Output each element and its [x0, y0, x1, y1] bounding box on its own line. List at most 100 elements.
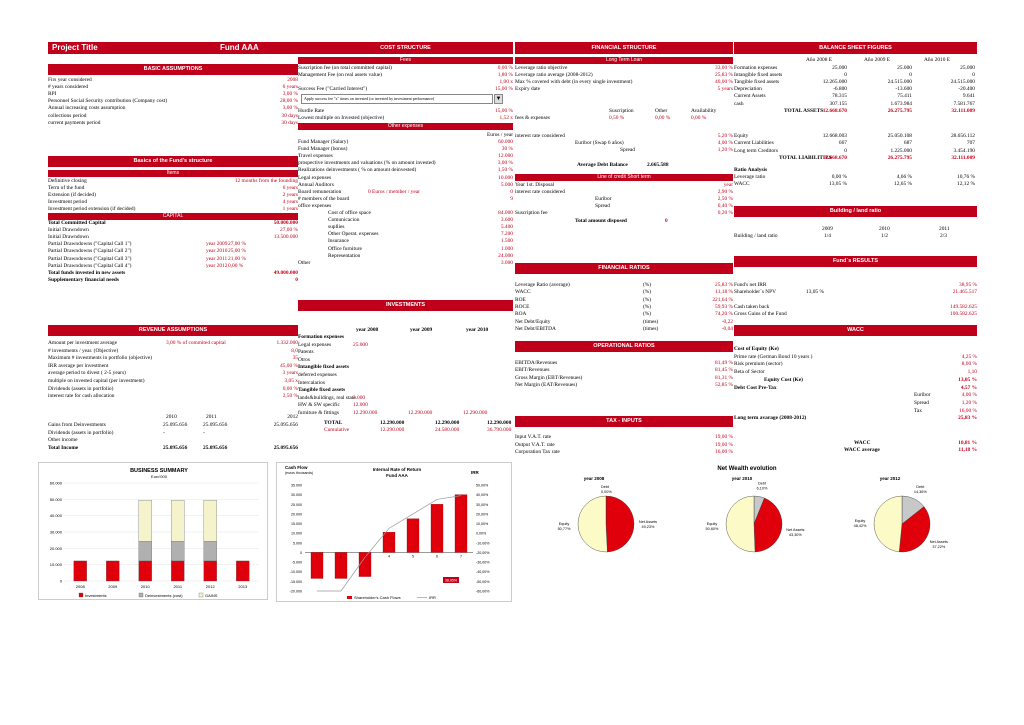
cell[interactable]: 27,00 % [280, 227, 298, 234]
cell: Long term avarage (2008-2012) [734, 415, 807, 422]
table-row: # members of the board 9 [298, 196, 513, 203]
cell[interactable]: 25,00 % [228, 248, 246, 255]
cell[interactable]: 30 days [281, 112, 298, 119]
legend-label: GAINS [205, 593, 218, 598]
cell[interactable]: 12 months from the founding [234, 178, 298, 184]
cell[interactable]: 1,80 % [497, 72, 513, 78]
cell[interactable]: 3,00 % [282, 91, 298, 98]
table-row: TOTAL ASSETS 12.668.670 26.275.795 32.111.0… [734, 108, 977, 115]
cell: 11,18 % [715, 289, 733, 296]
cell[interactable]: 10.000 [498, 174, 513, 181]
cell[interactable]: 50.000.000 [273, 220, 298, 226]
cell[interactable]: 3,05 x [284, 378, 298, 384]
cell: 12.265.000 [822, 79, 847, 86]
cell[interactable]: 16,00 % [715, 449, 733, 455]
cell[interactable]: 6 years [282, 84, 298, 91]
success-fee-dropdown[interactable]: Apply success fee "x" times on invested … [301, 94, 493, 104]
cell: Cumulative [324, 427, 350, 433]
cell: 707 [966, 140, 975, 147]
legend-label: Deinvestments (cost) [145, 593, 183, 598]
cell[interactable]: 1.000 [500, 245, 513, 252]
table-row: Board remuneration 0 Euros / member / yea… [298, 189, 513, 196]
cell[interactable]: 0,20 % [717, 210, 733, 216]
cell[interactable]: 12.000 [498, 153, 513, 160]
cell[interactable]: 45,00 % [280, 362, 298, 369]
cell[interactable]: 30 days [281, 119, 298, 126]
table-row: Current Liabilities 667 687 707 [734, 140, 977, 147]
cell[interactable]: 7.200 [500, 231, 513, 238]
cell[interactable]: 1,50 % [497, 167, 513, 174]
cell[interactable]: 2,50 % [717, 196, 733, 202]
cell: Fund's net IRR [734, 282, 767, 288]
cell[interactable]: 30 % [501, 146, 513, 153]
cell[interactable]: 5.000 [500, 181, 513, 188]
x-tick-label: 1 [316, 554, 318, 558]
table-row: Extension (if decided) 2 years [48, 192, 298, 199]
cell[interactable]: 21,00 % [228, 255, 246, 262]
x-tick-label: 4 [388, 554, 390, 558]
cell[interactable]: 12.290.000 [353, 410, 378, 416]
cell[interactable]: 5 years [717, 86, 733, 93]
cell[interactable]: 0,00 % [228, 262, 244, 269]
cell[interactable]: 0,00 % [497, 65, 513, 71]
cell[interactable]: 0,40 % [717, 203, 733, 209]
cell: EBIT/Revenues [515, 367, 550, 374]
cell[interactable]: 3,00 % [497, 160, 513, 167]
cell[interactable]: 60.000 [498, 139, 513, 145]
cell[interactable]: 2008 [287, 77, 298, 83]
table-row: Fund's net IRR 38,95 % [734, 282, 977, 289]
cell[interactable]: 4,00 % [717, 140, 733, 146]
cell[interactable]: 25.000 [353, 341, 368, 348]
cell[interactable]: 24.000 [498, 252, 513, 259]
cell[interactable]: 3.600 [500, 217, 513, 224]
cell[interactable]: 2 years [282, 192, 298, 199]
table-row: Amount per investment average 3,00 % of c… [48, 340, 298, 347]
cell[interactable]: 1.500 [500, 238, 513, 245]
cell: Other Operat. expenses [328, 231, 379, 238]
cell[interactable]: 9 [510, 195, 513, 202]
cell[interactable]: 0,00 % [282, 385, 298, 392]
cell[interactable]: 1 years [282, 206, 298, 213]
cell[interactable]: 27,00 % [228, 241, 246, 248]
cell[interactable]: 1,52 x [499, 115, 513, 121]
cell[interactable]: 0,00 % [655, 115, 671, 121]
cell[interactable]: 28,00 % [280, 98, 298, 105]
cell[interactable]: 3.000 [500, 259, 513, 266]
cell[interactable]: 5.400 [500, 224, 513, 231]
cell[interactable]: 33,00 % [715, 65, 733, 71]
cell: Personnel Social Security contribution (… [48, 98, 168, 105]
cell[interactable]: 19,00 % [715, 434, 733, 440]
cell[interactable]: 12.290.000 [408, 410, 433, 416]
cell[interactable]: 2,50 % [282, 393, 298, 400]
cell: Euros / year [486, 132, 513, 138]
cell[interactable]: 0,50 % [609, 115, 625, 121]
table-row: WACC 13,05 % 12,65 % 12,12 % [734, 181, 977, 188]
cell[interactable]: 4 years [282, 199, 298, 206]
cell[interactable]: 6 years [282, 185, 298, 192]
cell[interactable]: 3 years [282, 370, 298, 377]
cell[interactable]: 12.000 [353, 402, 368, 409]
cell[interactable]: 15,00 % [495, 108, 513, 114]
cell: 12.668.670 [822, 155, 847, 161]
cell[interactable]: 40,00 % [715, 79, 733, 86]
cell[interactable]: 19,00 % [715, 441, 733, 448]
cell[interactable]: 3,00 % [282, 105, 298, 112]
dropdown-arrow-icon[interactable]: ▼ [494, 94, 503, 104]
cell[interactable]: 8,0 [291, 347, 298, 354]
cell[interactable]: 35 [292, 355, 298, 362]
cell[interactable]: 25,83 % [715, 72, 733, 79]
cell[interactable]: 1.332.000 [276, 340, 298, 346]
cell[interactable]: 0,00 % [691, 115, 707, 121]
cell[interactable]: 1,20 % [717, 147, 733, 153]
cell[interactable]: 3.000 [353, 394, 366, 401]
bar-investments [171, 560, 185, 582]
cell: 28.656.112 [950, 133, 975, 139]
bar-investments [73, 560, 87, 582]
cell[interactable]: 84.000 [498, 210, 513, 216]
cell: 12.290.000 [380, 427, 405, 433]
cell[interactable]: 15,00 % [495, 86, 513, 92]
cell[interactable]: 12.290.000 [463, 410, 488, 416]
cell[interactable]: 13.500.000 [273, 234, 298, 241]
table-row: Depreciation -6.800 -13.600 -20.400 [734, 86, 977, 93]
cell[interactable]: 0 [510, 188, 513, 195]
